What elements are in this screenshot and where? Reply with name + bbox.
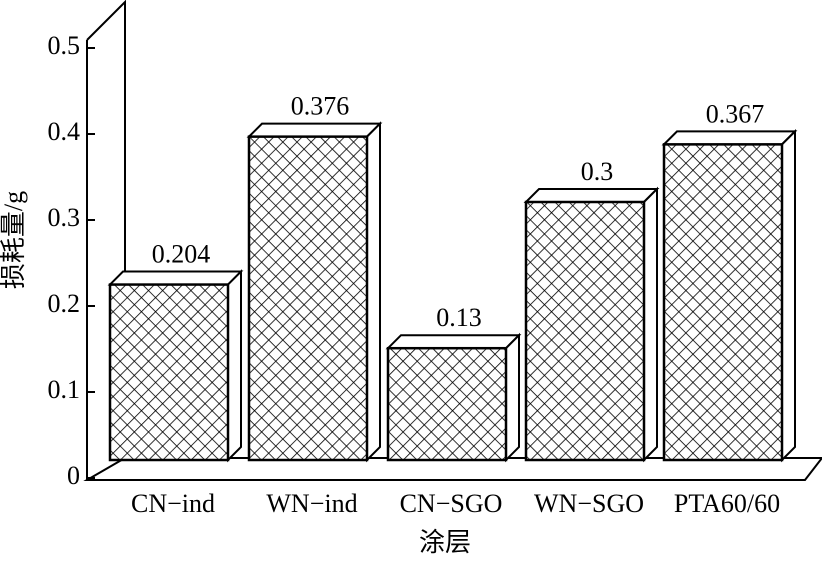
bar-side: [505, 332, 520, 463]
y-tick-label: 0.4: [48, 117, 81, 146]
bar-top: [385, 334, 522, 350]
bar-side: [366, 121, 381, 463]
y-tick-label: 0: [67, 461, 80, 490]
bar-top: [523, 188, 660, 203]
x-tick-label: PTA60/60: [674, 489, 780, 518]
y-axis-label: 损耗量/g: [0, 191, 28, 289]
value-label: 0.367: [706, 99, 765, 128]
bar-top: [246, 122, 383, 138]
bar: [386, 346, 508, 462]
bar-side: [227, 269, 242, 463]
value-label: 0.13: [436, 303, 482, 332]
bar: [108, 283, 230, 462]
y-tick-label: 0.5: [48, 31, 81, 60]
x-tick-label: WN−ind: [266, 489, 357, 518]
bar: [524, 200, 646, 462]
y-tick-label: 0.2: [48, 289, 81, 318]
value-label: 0.204: [152, 240, 211, 269]
x-tick-label: CN−ind: [131, 489, 215, 518]
bar: [662, 143, 784, 462]
y-tick-label: 0.3: [48, 203, 81, 232]
bar-side: [781, 128, 796, 463]
bar-top: [661, 130, 798, 146]
bar-side: [643, 186, 658, 463]
x-tick-label: CN−SGO: [400, 489, 503, 518]
bar-top: [107, 270, 244, 286]
x-axis-label: 涂层: [419, 528, 471, 557]
value-label: 0.376: [291, 92, 350, 121]
value-label: 0.3: [581, 157, 614, 186]
x-tick-label: WN−SGO: [534, 489, 644, 518]
y-tick-label: 0.1: [48, 375, 81, 404]
bar: [247, 135, 369, 462]
